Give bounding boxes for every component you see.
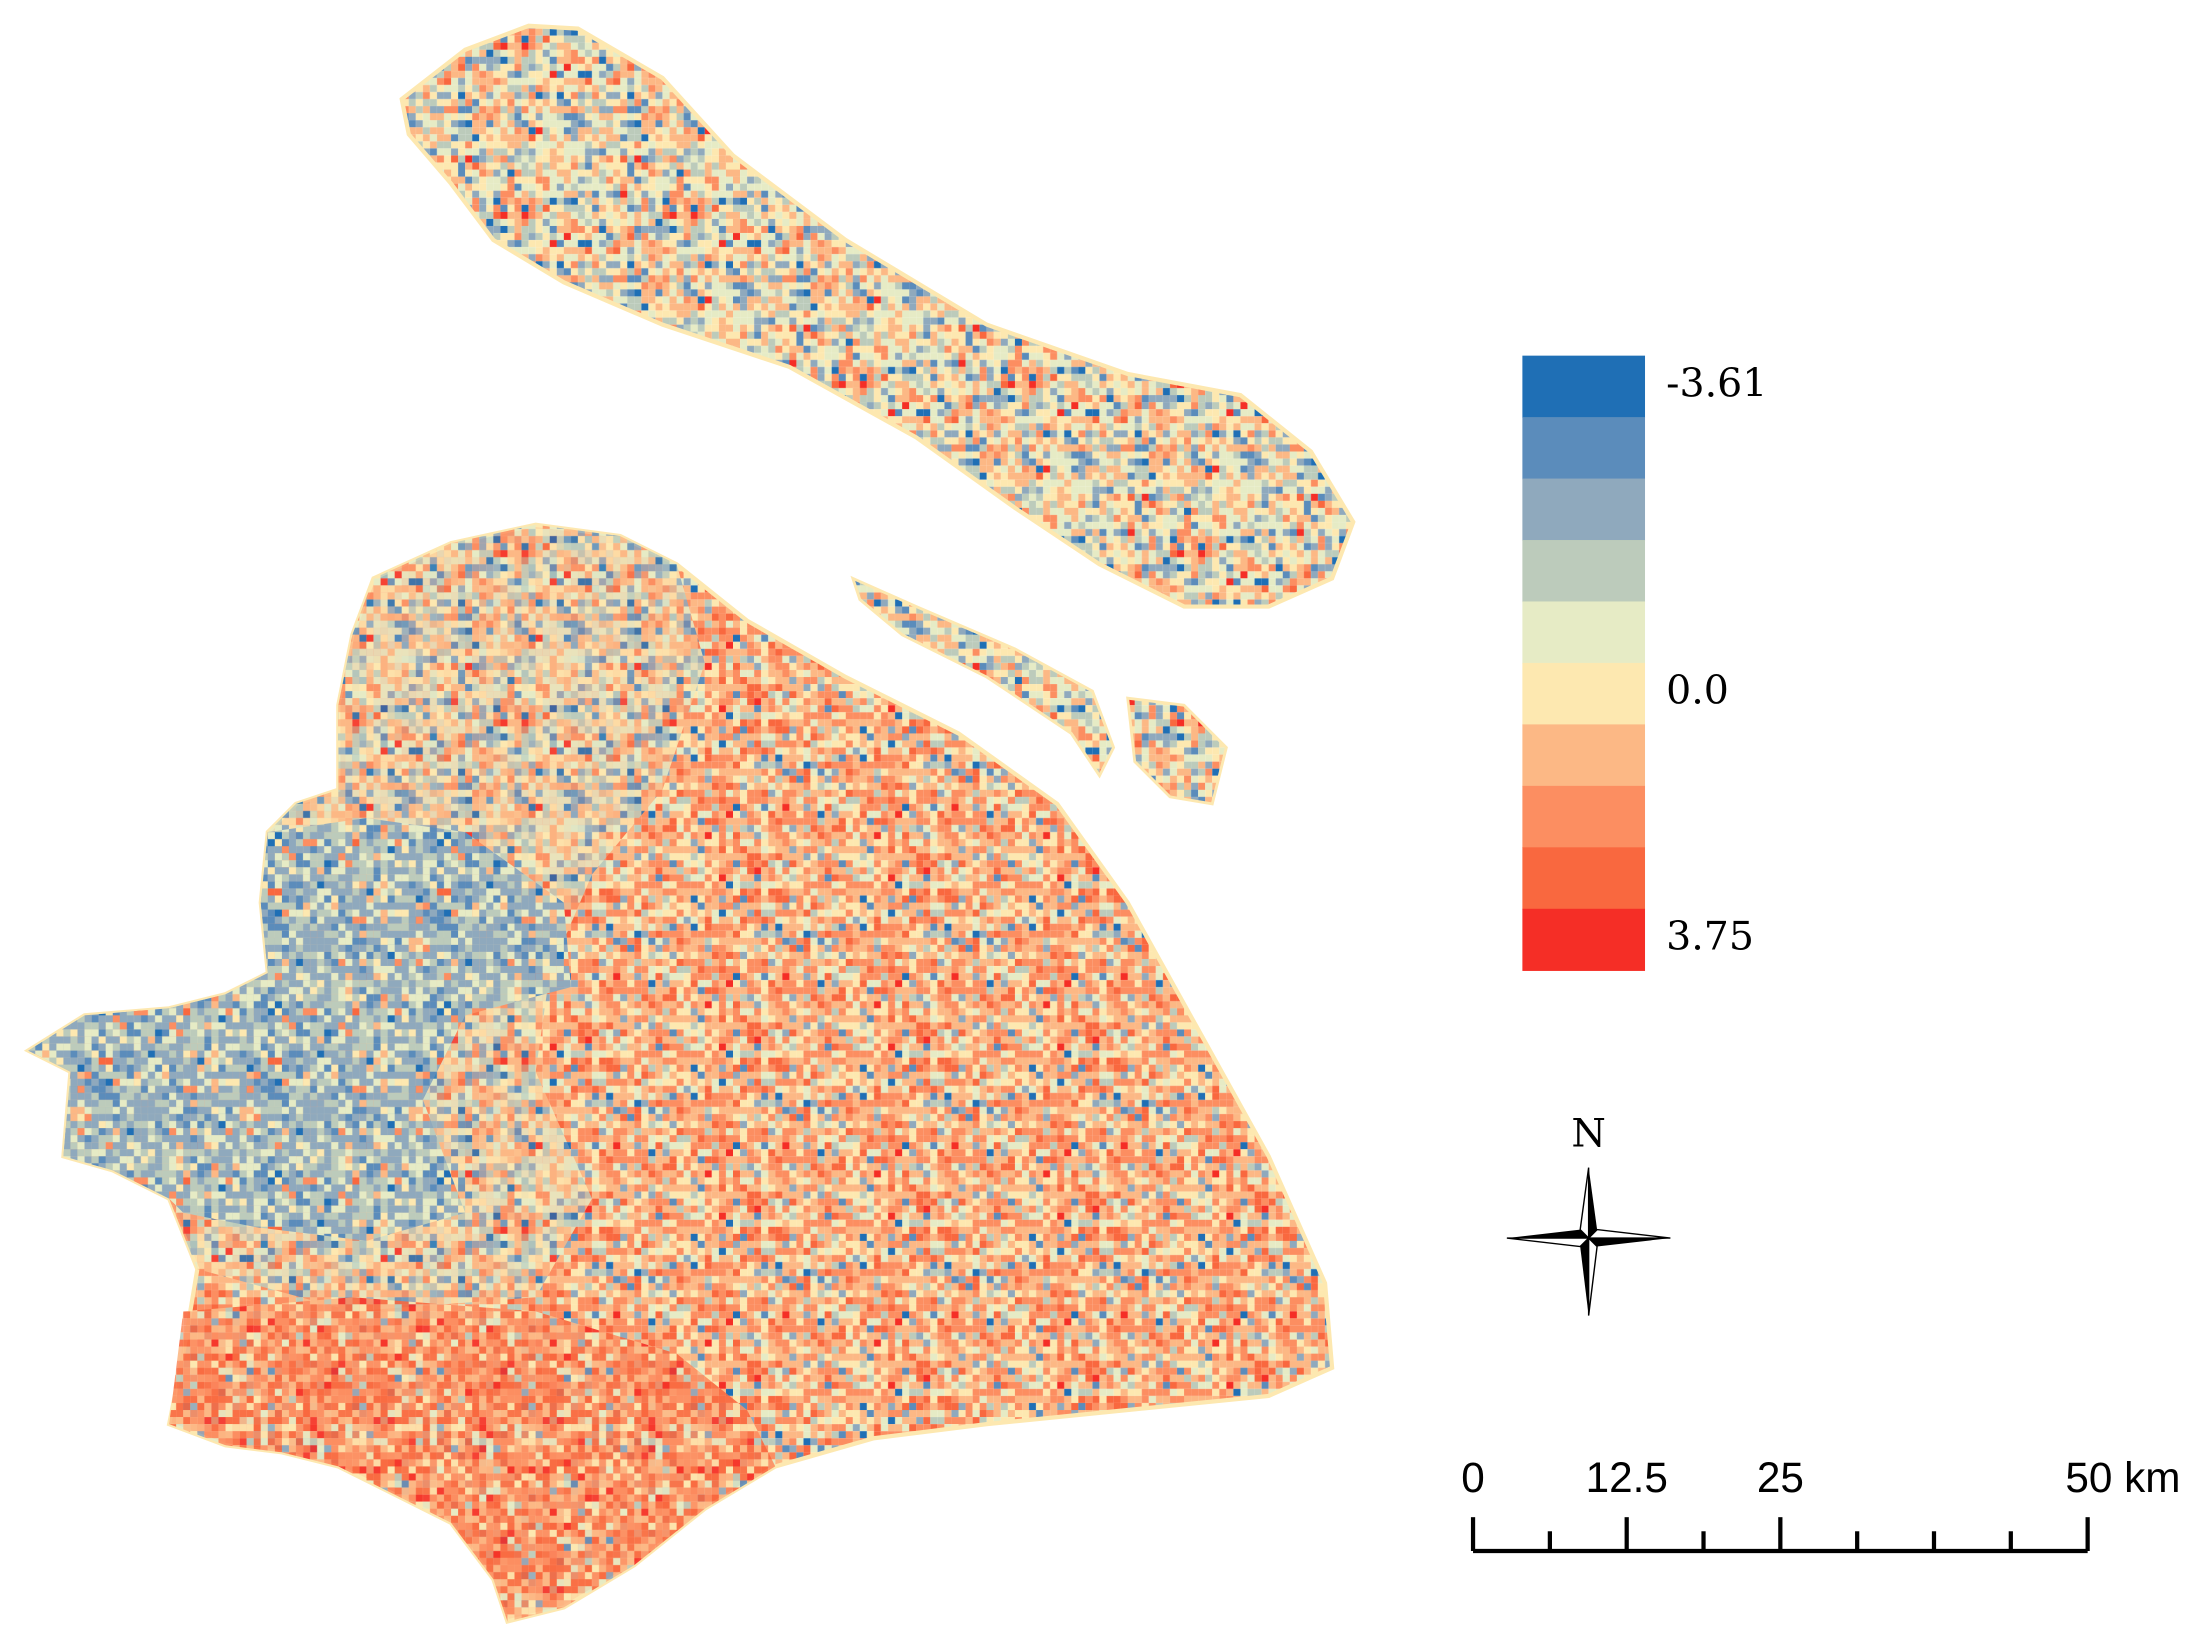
scale-bar: 0 12.5 25 50 km [1461, 1454, 2180, 1554]
legend-label: 3.75 [1666, 914, 1754, 960]
north-arrow-part [1586, 1228, 1671, 1239]
legend-swatch [1522, 847, 1646, 910]
south-hot-region [169, 1297, 776, 1622]
legend-swatch [1522, 908, 1646, 971]
legend: -3.61 0.0 3.75 [1522, 355, 1767, 971]
north-arrow-part [1506, 1237, 1591, 1248]
legend-swatch [1522, 662, 1646, 726]
west-cool-region [28, 818, 571, 1241]
scale-label: 0 [1461, 1454, 1485, 1501]
land [23, 23, 1356, 1625]
legend-swatch [1522, 355, 1646, 418]
north-label: N [1571, 1111, 1606, 1157]
scale-label: 50 km [2065, 1454, 2180, 1501]
north-arrow-part [1588, 1167, 1598, 1239]
legend-swatch [1522, 724, 1646, 787]
north-arrow-part [1579, 1167, 1590, 1240]
legend-swatch [1522, 785, 1646, 849]
legend-swatch [1522, 601, 1646, 664]
legend-label: -3.61 [1666, 360, 1767, 406]
north-arrow-part [1580, 1238, 1589, 1316]
legend-swatch [1522, 478, 1646, 541]
legend-swatch [1522, 417, 1646, 480]
scale-label: 25 [1757, 1454, 1804, 1501]
changxing-island [850, 575, 1116, 779]
legend-swatch [1522, 540, 1646, 603]
scale-label: 12.5 [1586, 1454, 1668, 1501]
legend-label: 0.0 [1666, 668, 1729, 714]
chongming-island [399, 23, 1356, 609]
north-arrow-part [1588, 1238, 1671, 1247]
north-arrow-part [1587, 1236, 1598, 1316]
hengsha-island [1126, 696, 1228, 806]
north-arrow: N [1506, 1111, 1671, 1316]
north-arrow-part [1506, 1229, 1589, 1239]
